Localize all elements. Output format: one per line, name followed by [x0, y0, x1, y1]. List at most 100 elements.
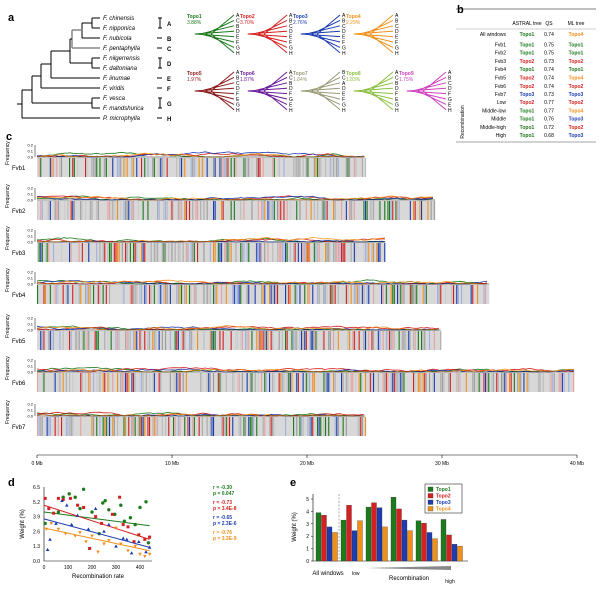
barcode-window — [385, 373, 387, 392]
qs-value: 0.75 — [544, 51, 554, 57]
barcode-window — [85, 201, 87, 220]
leaf-label: C — [342, 75, 346, 81]
barcode-window — [150, 285, 152, 304]
barcode-window — [257, 243, 259, 262]
barcode-window — [334, 417, 336, 436]
frequency-tick: 0.0 — [27, 155, 33, 160]
category-label: low — [352, 571, 360, 577]
topology-tree-topo6 — [247, 71, 288, 111]
group-letter: F — [167, 87, 171, 93]
data-point — [132, 540, 136, 544]
barcode-window — [408, 331, 410, 350]
barcode-window — [209, 417, 211, 436]
barcode-window — [504, 373, 506, 392]
barcode-window — [265, 331, 267, 350]
barcode-window — [125, 243, 127, 262]
barcode-window — [269, 417, 271, 436]
barcode-window — [289, 201, 291, 220]
barcode-window — [496, 373, 498, 392]
barcode-window — [206, 201, 208, 220]
barcode-window — [238, 285, 240, 304]
barcode-window — [75, 285, 77, 304]
barcode-window — [152, 417, 154, 436]
row-name: Fvb4 — [495, 67, 506, 73]
barcode-window — [96, 243, 98, 262]
barcode-window — [209, 243, 211, 262]
barcode-window — [235, 285, 237, 304]
barcode-window — [185, 373, 187, 392]
barcode-window — [38, 243, 40, 262]
barcode-window — [197, 243, 199, 262]
barcode-window — [184, 201, 186, 220]
barcode-window — [553, 373, 555, 392]
topology-name: Topo5 — [187, 71, 202, 77]
data-point — [75, 513, 80, 517]
barcode-window — [77, 158, 79, 177]
leaf-label: E — [236, 97, 240, 103]
barcode-window — [429, 373, 431, 392]
frequency-tick: 0.0 — [27, 370, 33, 375]
barcode-window — [203, 243, 205, 262]
barcode-window — [86, 285, 88, 304]
y-tick-label: 5.2 — [33, 500, 40, 506]
barcode-window — [277, 201, 279, 220]
barcode-window — [80, 201, 82, 220]
barcode-window — [313, 201, 315, 220]
bar-topo3 — [376, 507, 383, 562]
barcode-window — [440, 285, 442, 304]
frequency-tick: 0.2 — [27, 143, 33, 148]
barcode-window — [115, 331, 117, 350]
barcode-window — [174, 417, 176, 436]
topology-percent: 1.83% — [346, 77, 361, 83]
barcode-window — [235, 243, 237, 262]
barcode-window — [365, 201, 367, 220]
axes — [43, 487, 152, 562]
barcode-window — [433, 201, 435, 220]
topology-percent: 2.76% — [293, 20, 308, 26]
barcode-window — [107, 243, 109, 262]
barcode-window — [307, 285, 309, 304]
species-label: F. nilgerrensis — [103, 56, 140, 62]
barcode-window — [414, 331, 416, 350]
barcode-window — [128, 417, 130, 436]
frequency-axis-label: Frequency — [5, 314, 11, 338]
barcode-window — [72, 285, 74, 304]
barcode-window — [195, 158, 197, 177]
topology-tree-topo2 — [247, 14, 288, 54]
bar-topo1 — [315, 512, 322, 562]
topology-tree-topo3 — [300, 14, 341, 54]
topology-name: Topo4 — [346, 14, 361, 20]
topology-name: Topo9 — [399, 71, 414, 77]
leaf-label: H — [342, 108, 346, 114]
legend-swatch — [427, 486, 434, 492]
astral-tree: Topo1 — [520, 108, 535, 114]
barcode-window — [277, 243, 279, 262]
barcode-window — [117, 158, 119, 177]
barcode-window — [105, 417, 107, 436]
barcode-window — [37, 285, 39, 304]
barcode-window — [472, 373, 474, 392]
barcode-window — [217, 243, 219, 262]
barcode-window — [297, 243, 299, 262]
barcode-window — [281, 243, 283, 262]
barcode-window — [158, 331, 160, 350]
barcode-window — [200, 201, 202, 220]
barcode-window — [401, 285, 403, 304]
barcode-window — [325, 373, 327, 392]
barcode-window — [246, 158, 248, 177]
barcode-window — [345, 158, 347, 177]
barcode-window — [126, 243, 128, 262]
barcode-window — [214, 331, 216, 350]
species-tree — [17, 17, 100, 119]
barcode-window — [251, 373, 253, 392]
barcode-window — [390, 373, 392, 392]
barcode-window — [275, 285, 277, 304]
barcode-window — [184, 285, 186, 304]
header-astral: ASTRAL tree — [512, 21, 541, 27]
barcode-window — [131, 158, 133, 177]
barcode-window — [213, 243, 215, 262]
legend-label: Topo1 — [436, 487, 451, 493]
barcode-window — [165, 285, 167, 304]
barcode-window — [365, 417, 367, 436]
barcode-window — [331, 158, 333, 177]
